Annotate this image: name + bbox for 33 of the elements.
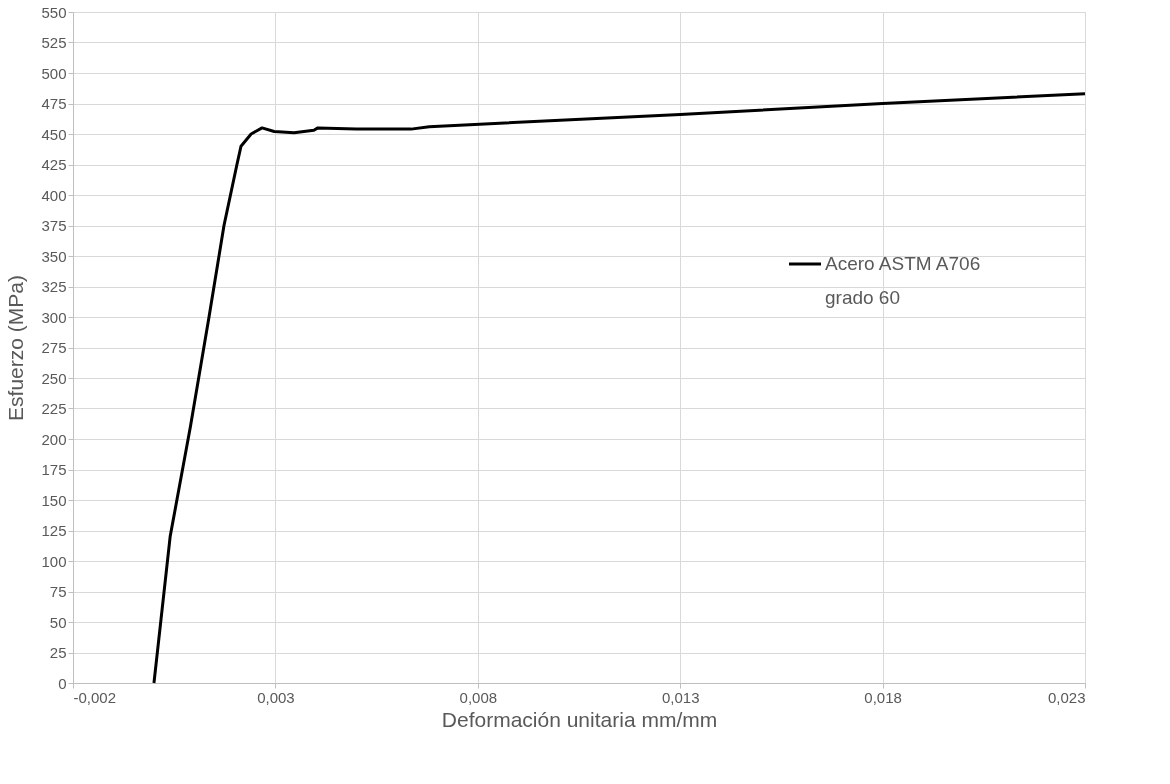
y-tick-label: 350 — [41, 247, 67, 265]
y-tick-label: 125 — [41, 522, 67, 539]
y-tick-label: 450 — [41, 125, 67, 143]
y-tick-label: 50 — [49, 613, 67, 631]
y-tick-label: 525 — [41, 34, 67, 51]
y-tick-label: 400 — [41, 186, 67, 204]
y-tick-label: 300 — [41, 308, 67, 326]
y-tick-label: 75 — [49, 583, 67, 600]
y-tick-label: 550 — [41, 3, 67, 21]
x-tick-label: 0,003 — [257, 688, 295, 706]
y-tick-label: 200 — [41, 430, 67, 448]
x-axis-title: Deformación unitaria mm/mm — [441, 707, 718, 731]
y-tick-label: 25 — [49, 644, 67, 661]
x-tick-label: -0,002 — [73, 688, 117, 706]
y-tick-label: 0 — [58, 674, 67, 692]
y-tick-label: 275 — [41, 339, 67, 356]
y-tick-label: 425 — [41, 156, 67, 173]
x-tick-label: 0,023 — [1047, 688, 1086, 706]
y-tick-label: 150 — [41, 491, 67, 509]
y-tick-label: 500 — [41, 64, 67, 82]
y-tick-label: 250 — [41, 369, 67, 387]
y-tick-label: 325 — [41, 278, 67, 295]
line-series — [152, 92, 1087, 685]
y-tick-label: 225 — [41, 400, 67, 417]
y-tick-label: 475 — [41, 95, 67, 112]
y-tick-label: 100 — [41, 552, 67, 570]
x-tick-label: 0,018 — [864, 688, 902, 706]
x-tick-label: 0,013 — [661, 688, 700, 706]
y-axis-title: Esfuerzo (MPa) — [4, 275, 28, 421]
y-tick-label: 375 — [41, 217, 67, 234]
y-tick-label: 175 — [41, 461, 67, 478]
x-tick-label: 0,008 — [459, 688, 498, 706]
legend-label: Acero ASTM A706 grado 60 — [825, 253, 981, 308]
